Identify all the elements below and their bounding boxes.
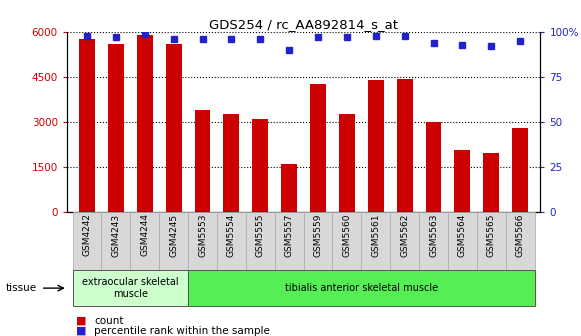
Bar: [281, 164, 297, 212]
Bar: [137, 35, 153, 212]
Bar: [454, 150, 470, 212]
Bar: [332, 212, 361, 270]
Bar: [275, 212, 303, 270]
Bar: [303, 212, 332, 270]
Text: GSM4242: GSM4242: [83, 213, 92, 256]
Bar: [448, 212, 477, 270]
Text: GSM5565: GSM5565: [487, 213, 496, 257]
Text: GSM4245: GSM4245: [169, 213, 178, 257]
Text: GSM5562: GSM5562: [400, 213, 409, 257]
Bar: [73, 270, 188, 306]
Bar: [425, 122, 442, 212]
Text: GSM5559: GSM5559: [314, 213, 322, 257]
Bar: [195, 110, 210, 212]
Text: GSM5560: GSM5560: [342, 213, 352, 257]
Bar: [512, 128, 528, 212]
Text: percentile rank within the sample: percentile rank within the sample: [94, 326, 270, 336]
Bar: [252, 119, 268, 212]
Text: GSM5555: GSM5555: [256, 213, 265, 257]
Bar: [390, 212, 419, 270]
Bar: [339, 114, 355, 212]
Text: GSM4243: GSM4243: [112, 213, 120, 257]
Bar: [188, 212, 217, 270]
Text: GSM5566: GSM5566: [515, 213, 525, 257]
Text: GSM5553: GSM5553: [198, 213, 207, 257]
Bar: [79, 39, 95, 212]
Bar: [73, 212, 102, 270]
Bar: [102, 212, 130, 270]
Bar: [505, 212, 535, 270]
Text: GSM4244: GSM4244: [140, 213, 149, 256]
Bar: [397, 79, 413, 212]
Text: GSM5557: GSM5557: [285, 213, 293, 257]
Bar: [477, 212, 505, 270]
Text: GSM5561: GSM5561: [371, 213, 380, 257]
Bar: [224, 114, 239, 212]
Text: count: count: [94, 316, 124, 326]
Text: tissue: tissue: [6, 283, 37, 293]
Text: GSM5554: GSM5554: [227, 213, 236, 257]
Title: GDS254 / rc_AA892814_s_at: GDS254 / rc_AA892814_s_at: [209, 18, 398, 31]
Bar: [361, 212, 390, 270]
Bar: [368, 80, 383, 212]
Text: tibialis anterior skeletal muscle: tibialis anterior skeletal muscle: [285, 283, 438, 293]
Bar: [108, 44, 124, 212]
Bar: [246, 212, 275, 270]
Text: ■: ■: [76, 326, 86, 336]
Text: ■: ■: [76, 316, 86, 326]
Bar: [483, 153, 499, 212]
Bar: [159, 212, 188, 270]
Text: GSM5563: GSM5563: [429, 213, 438, 257]
Bar: [217, 212, 246, 270]
Bar: [419, 212, 448, 270]
Text: extraocular skeletal
muscle: extraocular skeletal muscle: [82, 277, 178, 299]
Bar: [310, 84, 326, 212]
Bar: [166, 44, 182, 212]
Bar: [130, 212, 159, 270]
Text: GSM5564: GSM5564: [458, 213, 467, 257]
Bar: [188, 270, 535, 306]
